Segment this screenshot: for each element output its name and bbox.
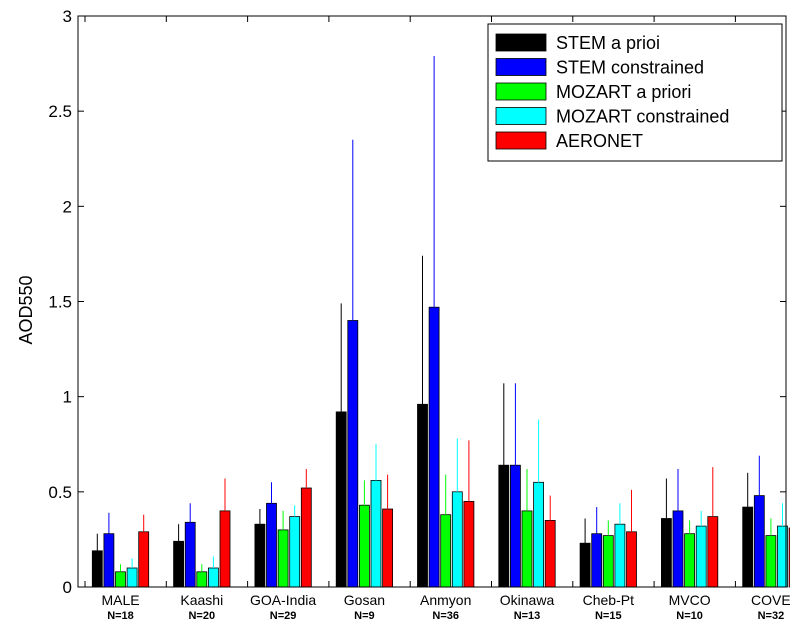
bar: [300, 487, 312, 588]
y-tick-label: 1: [63, 388, 72, 407]
bar: [579, 542, 591, 588]
bar: [533, 481, 544, 588]
x-tick-label: GOA-India: [250, 592, 316, 608]
bar: [614, 523, 626, 588]
legend-swatch: [495, 58, 547, 76]
legend-swatch: [495, 82, 547, 101]
bar: [753, 495, 765, 588]
x-tick-label: MALE: [101, 592, 139, 608]
y-tick-label: 2: [63, 197, 72, 216]
bar: [382, 508, 394, 588]
sample-count-label: N=9: [354, 610, 375, 622]
x-tick-label: MVCO: [669, 592, 711, 608]
bar: [451, 491, 463, 588]
y-tick-label: 0.5: [48, 483, 72, 502]
sample-count-label: N=18: [107, 610, 134, 622]
sample-count-label: N=36: [432, 610, 459, 622]
bar: [498, 464, 510, 588]
bar: [626, 531, 637, 588]
bar: [672, 510, 684, 588]
bar: [684, 533, 695, 588]
bar: [207, 567, 219, 588]
bar: [521, 510, 533, 588]
bar: [602, 535, 614, 588]
bar: [591, 533, 603, 588]
legend-label: STEM a prioi: [556, 33, 660, 53]
bar: [370, 479, 382, 588]
sample-count-label: N=32: [758, 610, 785, 622]
axes-layer: MALE N=18 Kaashi N=20 GOA-India N=29 Gosan N=9 A…: [48, 7, 790, 622]
y-tick-label: 2.5: [48, 102, 72, 121]
legend-swatch: [495, 107, 547, 125]
bar: [289, 516, 301, 588]
bar: [91, 550, 103, 588]
bar: [661, 518, 672, 588]
bar: [115, 571, 126, 588]
sample-count-label: N=15: [595, 610, 622, 622]
sample-count-label: N=10: [676, 610, 703, 622]
bar: [544, 520, 556, 588]
bar: [765, 535, 777, 588]
bar: [173, 540, 185, 588]
legend-label: MOZART a priori: [556, 82, 691, 102]
bar: [335, 411, 347, 588]
bar: [358, 504, 370, 588]
legend-swatch: [495, 33, 547, 52]
error-bars-layer: [96, 56, 783, 572]
legend-label: STEM constrained: [556, 58, 704, 78]
bar: [742, 506, 754, 588]
x-tick-label: Cheb-Pt: [583, 592, 634, 608]
x-tick-label: COVE: [751, 592, 790, 608]
y-tick-label: 1.5: [48, 293, 72, 312]
bar: [196, 571, 208, 588]
bar: [417, 403, 428, 588]
bar: [428, 306, 440, 588]
bar: [509, 464, 521, 588]
sample-count-label: N=20: [188, 610, 215, 622]
bar: [440, 514, 452, 588]
sample-count-label: N=29: [270, 610, 297, 622]
y-tick-label: 3: [63, 7, 72, 26]
x-tick-label: Kaashi: [180, 592, 223, 608]
bar: [103, 533, 115, 588]
sample-count-label: N=13: [514, 610, 541, 622]
bar: [219, 510, 231, 588]
y-axis-label: AOD550: [16, 275, 36, 344]
bar: [138, 531, 150, 588]
bar: [695, 525, 707, 588]
y-tick-label: 0: [63, 578, 72, 597]
bar: [277, 529, 289, 588]
legend-swatch: [495, 131, 547, 150]
bar: [463, 500, 475, 588]
legend-label: MOZART constrained: [556, 107, 729, 127]
x-tick-label: Anmyon: [420, 592, 471, 608]
bar: [266, 502, 277, 588]
bar: [707, 516, 719, 588]
bar: [184, 521, 196, 588]
x-tick-label: Okinawa: [500, 592, 555, 608]
bar: [126, 567, 138, 588]
bar: [254, 523, 266, 588]
bar: [347, 320, 359, 588]
x-tick-label: Gosan: [344, 592, 385, 608]
legend: STEM a prioi STEM constrained MOZART a pri…: [487, 23, 783, 162]
legend-label: AERONET: [556, 131, 643, 151]
